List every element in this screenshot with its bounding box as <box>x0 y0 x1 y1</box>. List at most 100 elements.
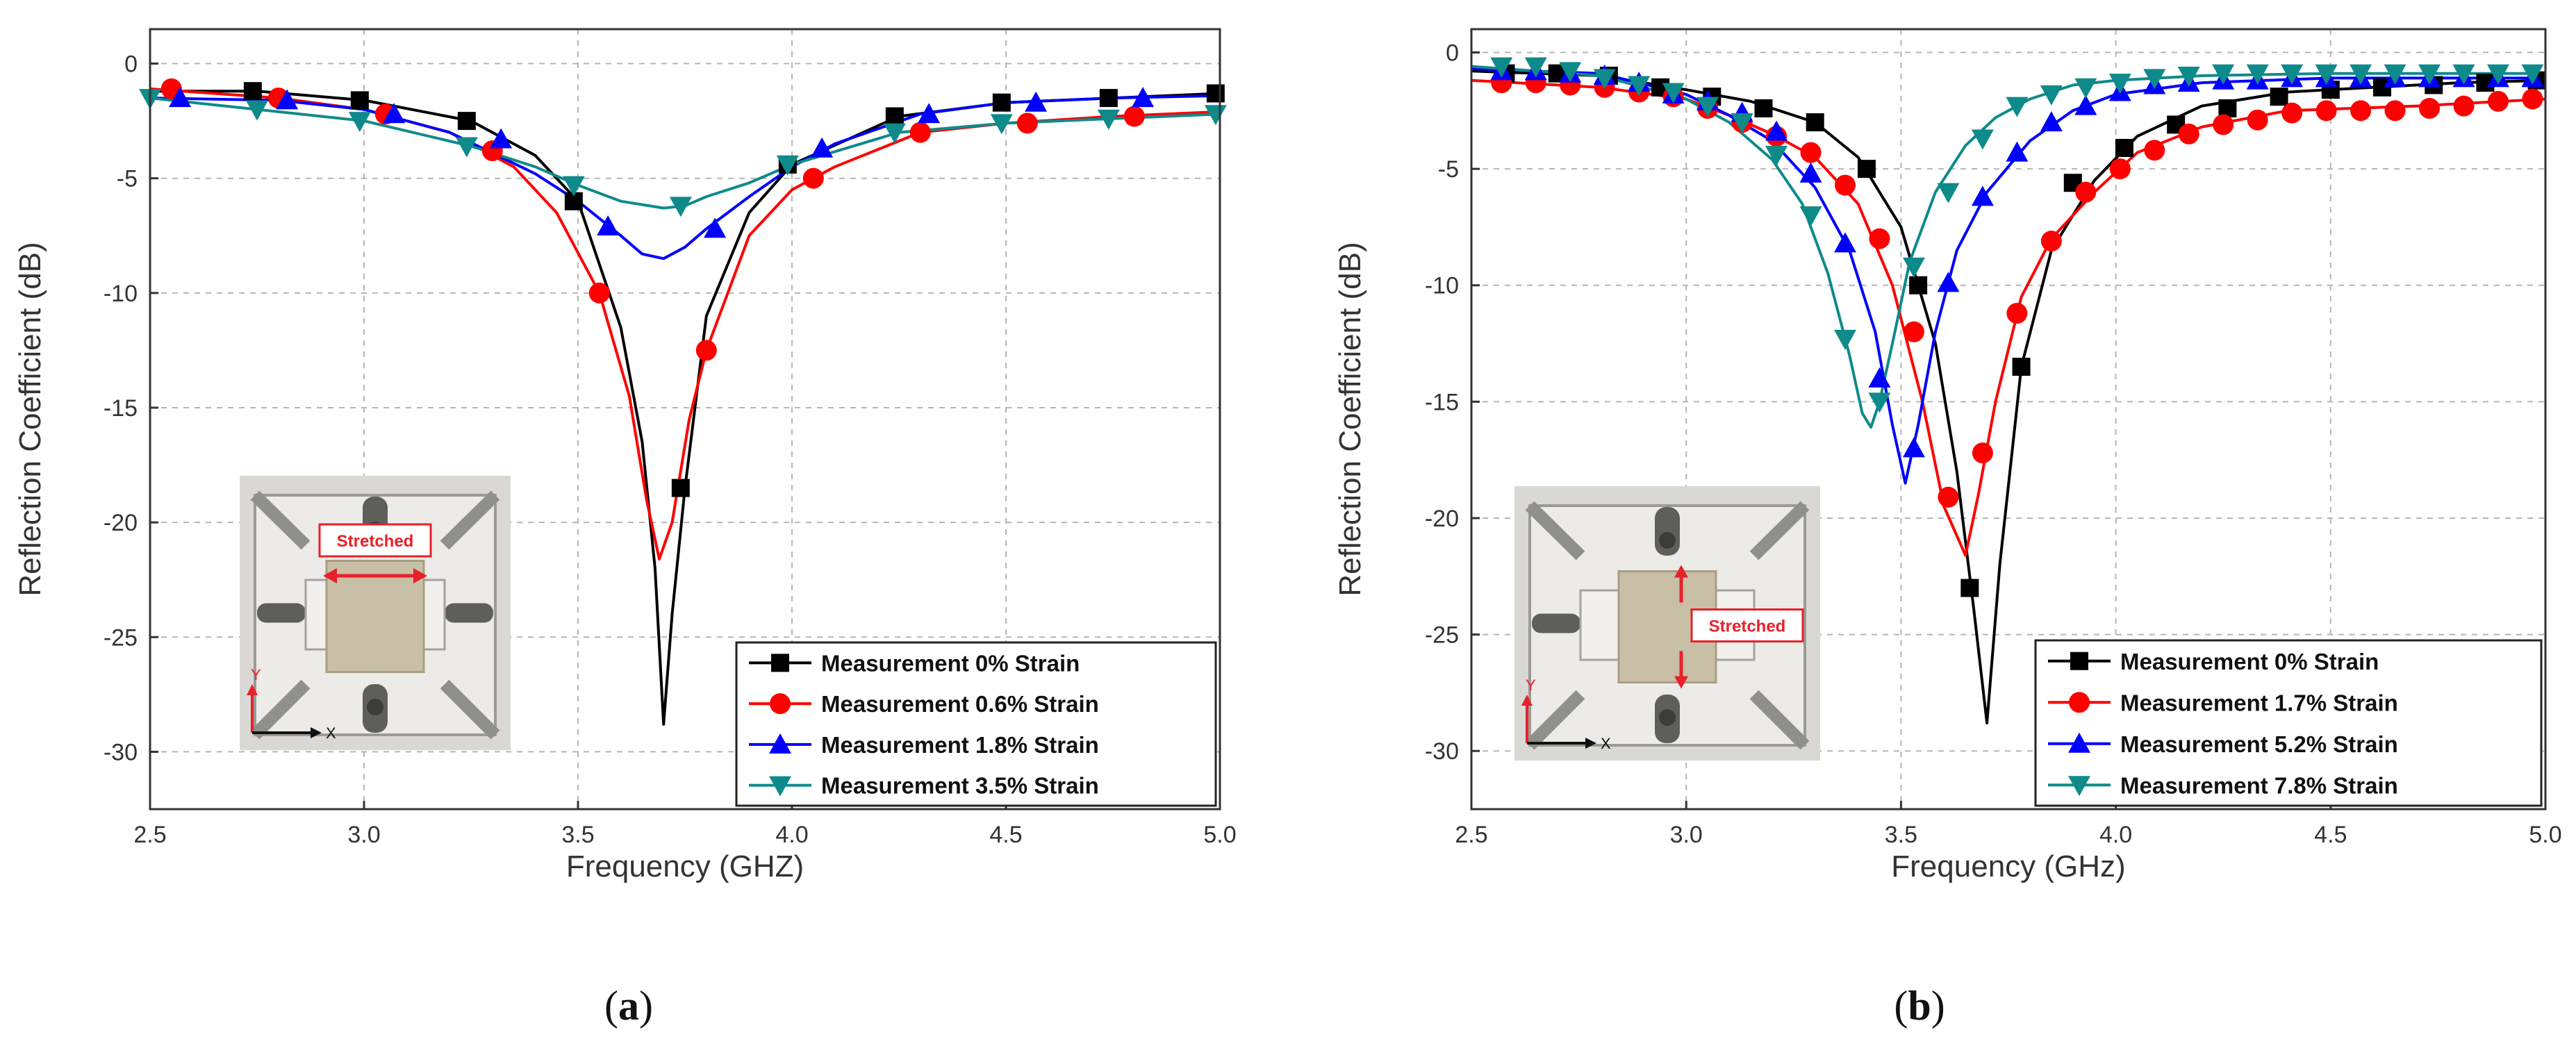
y-tick-label: -20 <box>104 510 138 536</box>
data-point-series-3 <box>1799 206 1822 227</box>
legend-marker-3 <box>2068 776 2090 797</box>
data-point-series-3 <box>562 176 585 197</box>
legend-label-1: Measurement 0.6% Strain <box>821 691 1099 717</box>
data-point-series-1 <box>2247 109 2268 131</box>
panel-undefined-inset-photo: Stretched Y X <box>240 476 511 750</box>
data-point-series-0 <box>885 107 904 126</box>
series-line-3 <box>149 97 1221 210</box>
data-point-series-3 <box>2246 64 2269 85</box>
data-point-series-0 <box>1909 276 1928 294</box>
legend-label-0: Measurement 0% Strain <box>821 650 1080 676</box>
data-point-series-0 <box>1806 113 1824 132</box>
data-point-series-3 <box>1765 146 1788 167</box>
series-line-2 <box>149 94 1221 260</box>
inset-axis-x-label: X <box>1601 735 1611 752</box>
legend-label-3: Measurement 7.8% Strain <box>2120 772 2398 798</box>
inset-axis-y-label: Y <box>1526 676 1536 694</box>
data-point-series-2 <box>1868 367 1891 388</box>
data-point-series-1 <box>2419 97 2441 119</box>
y-tick-label: -5 <box>117 166 138 192</box>
data-point-series-3 <box>1662 83 1685 103</box>
legend-box <box>735 641 1217 807</box>
y-tick-label: -30 <box>1425 738 1459 765</box>
data-point-series-1 <box>1835 174 1856 196</box>
y-tick-label: -15 <box>104 395 138 422</box>
data-point-series-3 <box>1868 392 1891 413</box>
x-tick-label: 3.5 <box>561 822 594 848</box>
x-tick-label: 3.0 <box>1670 822 1703 848</box>
data-point-series-3 <box>990 114 1013 135</box>
y-tick-label: -20 <box>1425 506 1459 532</box>
plot-frame <box>149 28 1221 811</box>
data-point-series-2 <box>597 215 620 236</box>
data-point-series-3 <box>1204 105 1227 126</box>
data-point-series-1 <box>2384 100 2406 122</box>
data-point-series-2 <box>1025 91 1048 112</box>
data-point-series-1 <box>1016 113 1038 134</box>
y-tick-label: -25 <box>104 624 138 651</box>
data-point-series-2 <box>811 137 834 158</box>
inset-strut <box>1749 501 1810 561</box>
x-tick-label: 4.0 <box>2099 822 2132 848</box>
data-point-series-3 <box>2418 64 2441 85</box>
arrowhead-up-icon <box>1674 565 1688 578</box>
series-line-3 <box>1471 65 2545 429</box>
x-tick-label: 4.0 <box>775 822 808 848</box>
data-point-series-2 <box>2040 111 2063 132</box>
inset-slot-right <box>445 603 493 623</box>
data-point-series-0 <box>2115 138 2133 157</box>
data-point-series-3 <box>1628 76 1651 97</box>
data-point-series-3 <box>1524 57 1547 78</box>
x-tick-label: 2.5 <box>1455 822 1487 848</box>
inset-strut <box>1749 690 1810 750</box>
data-point-series-2 <box>2074 94 2097 115</box>
data-point-series-3 <box>2452 64 2475 85</box>
data-point-series-2 <box>169 87 192 108</box>
inset-screw <box>1659 532 1676 549</box>
data-point-series-1 <box>695 340 717 361</box>
data-point-series-1 <box>1800 142 1822 163</box>
inset-screw <box>367 699 383 715</box>
data-point-series-1 <box>2040 231 2062 252</box>
data-point-series-3 <box>1097 109 1120 130</box>
inset-strut <box>1525 501 1585 561</box>
data-point-series-3 <box>2315 64 2338 85</box>
data-point-series-2 <box>1799 162 1822 183</box>
data-point-series-0 <box>1857 160 1876 179</box>
inset-sample <box>325 560 425 673</box>
legend-marker-0 <box>2070 651 2088 670</box>
data-point-series-3 <box>348 112 371 133</box>
data-point-series-2 <box>276 89 299 110</box>
legend-marker-2 <box>769 733 791 754</box>
y-tick-label: -25 <box>1425 622 1459 649</box>
arrowhead-up-icon <box>247 684 258 695</box>
legend-label-3: Measurement 3.5% Strain <box>821 773 1099 799</box>
data-point-series-2 <box>383 103 406 124</box>
arrowhead-up-icon <box>1521 695 1533 706</box>
data-point-series-3 <box>1902 257 1925 278</box>
x-tick-label: 5.0 <box>2529 822 2561 848</box>
arrowhead-right-icon <box>311 727 322 738</box>
y-tick-label: -10 <box>1425 273 1459 299</box>
data-point-series-2 <box>1902 437 1925 458</box>
data-point-series-2 <box>1834 232 1857 253</box>
data-point-series-0 <box>1960 579 1979 597</box>
inset-strut <box>1525 690 1585 750</box>
data-point-series-3 <box>2108 74 2131 94</box>
data-point-series-3 <box>246 100 268 121</box>
data-point-series-1 <box>2453 95 2475 117</box>
y-tick-label: -5 <box>1438 156 1459 183</box>
data-point-series-3 <box>1559 62 1582 83</box>
data-point-series-3 <box>1696 97 1719 117</box>
data-point-series-3 <box>669 197 692 217</box>
x-tick-label: 3.0 <box>347 822 380 848</box>
inset-label-box <box>318 523 432 558</box>
data-point-series-0 <box>2218 99 2237 117</box>
legend-marker-1 <box>2069 692 2090 713</box>
data-point-series-3 <box>2212 64 2235 85</box>
data-point-series-3 <box>2281 64 2304 85</box>
data-point-series-3 <box>2350 64 2372 85</box>
data-point-series-1 <box>909 122 931 143</box>
data-point-series-0 <box>1099 89 1118 108</box>
data-point-series-1 <box>2281 102 2303 124</box>
